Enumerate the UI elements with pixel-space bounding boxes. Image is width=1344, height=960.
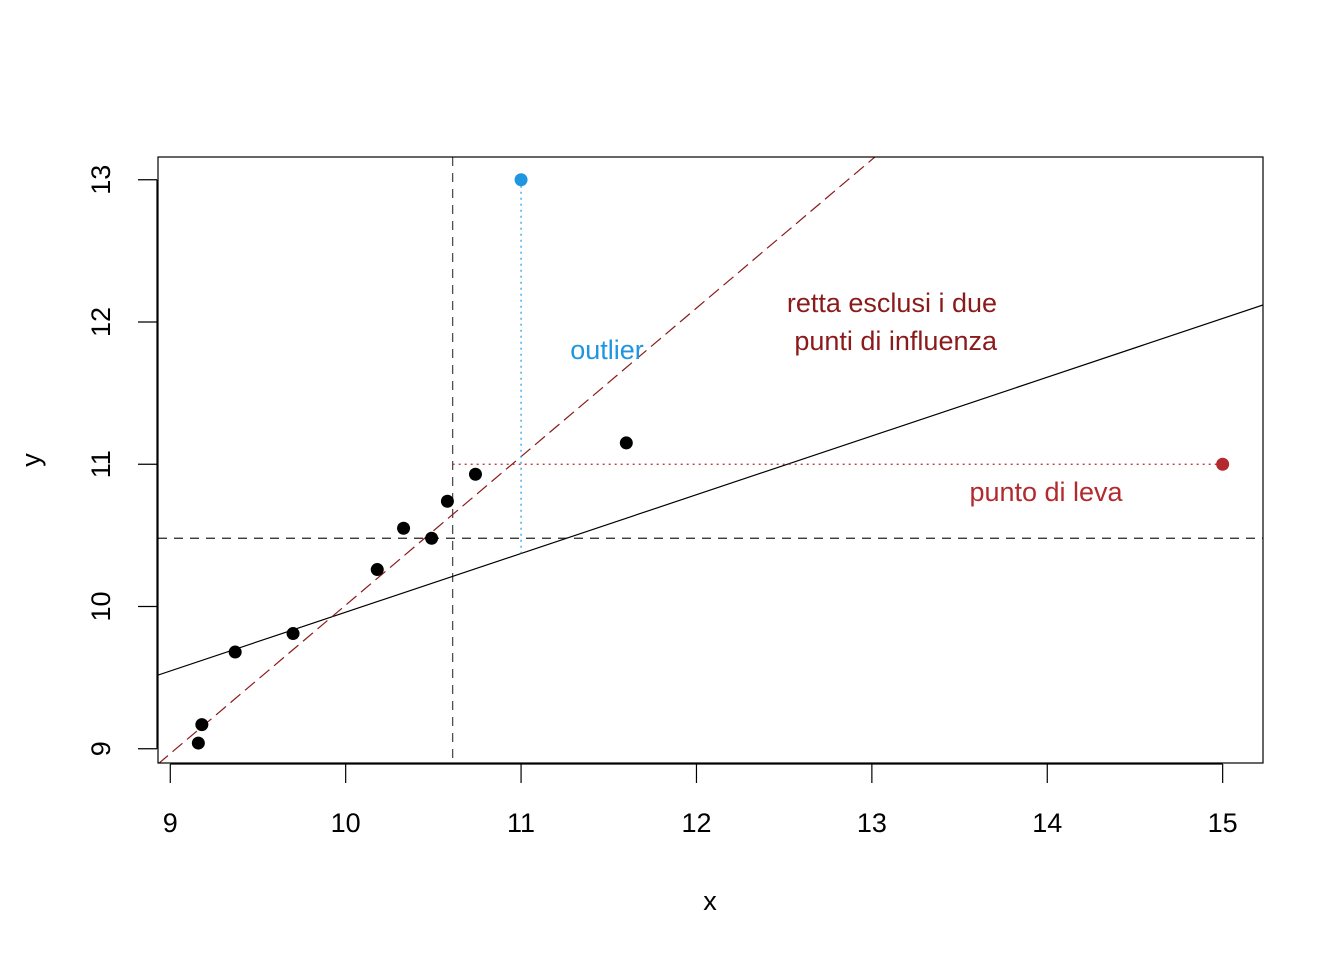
data-point [286,627,300,641]
x-tick-label: 13 [857,808,887,838]
plot-area [158,157,1263,763]
data-point [228,645,242,659]
outlier-point [514,173,528,187]
data-point [440,494,454,508]
data-point [468,467,482,481]
excluded-fit-label-line: punti di influenza [794,326,998,356]
annotations: outlier punto di leva retta esclusi i due p… [570,288,1123,507]
y-tick-label: 10 [86,591,116,621]
x-tick-label: 12 [681,808,711,838]
leverage-label: punto di leva [969,477,1123,507]
data-point [195,718,209,732]
outlier-label: outlier [570,335,644,365]
leverage-point [1216,457,1230,471]
data-point [191,736,205,750]
plot-frame [157,156,1264,764]
regression-line-excluded [158,157,876,763]
x-axis-label: x [703,886,717,916]
data-point [619,436,633,450]
data-point [397,521,411,535]
y-tick-label: 11 [86,450,116,478]
excluded-fit-label-line: retta esclusi i due [787,288,997,318]
y-axis: 9 10 11 12 13 [86,165,158,756]
x-tick-label: 15 [1208,808,1238,838]
regression-line-all [158,304,1263,676]
y-tick-label: 13 [86,165,116,195]
y-tick-label: 12 [86,307,116,337]
x-axis: 9 10 11 12 13 14 15 [163,763,1238,838]
y-axis-label: y [16,453,46,467]
data-point [425,531,439,545]
x-tick-label: 10 [331,808,361,838]
y-tick-label: 9 [86,741,116,756]
x-tick-label: 14 [1032,808,1062,838]
x-tick-label: 11 [507,808,535,838]
x-tick-label: 9 [163,808,178,838]
data-point [370,563,384,577]
